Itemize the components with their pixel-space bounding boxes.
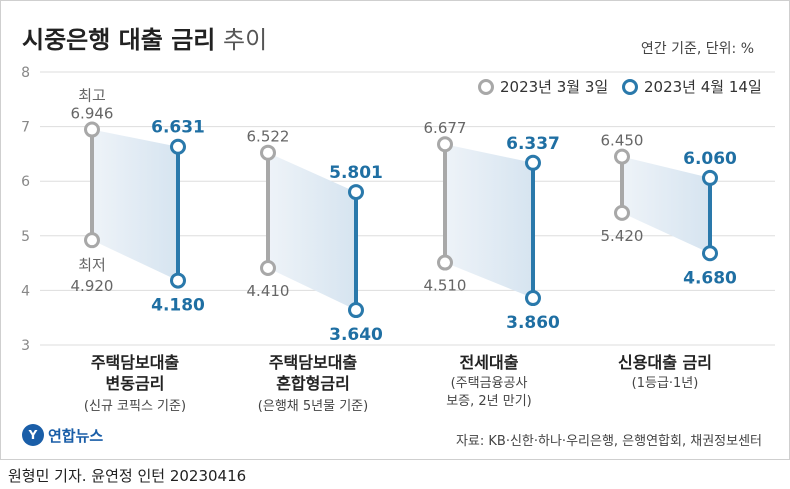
before-min-point [84, 232, 100, 249]
after-max-value: 6.631 [151, 118, 205, 138]
chart-title: 시중은행 대출 금리 [22, 26, 216, 54]
category-2-note2: 보증, 2년 만기) [446, 394, 532, 409]
before-max-value: 6.450 [601, 132, 644, 150]
category-1-line1: 주택담보대출 [268, 353, 358, 372]
min-label: 최저 [78, 256, 106, 274]
before-min-value: 4.510 [424, 277, 467, 295]
category-0-line2: 변동금리 [105, 374, 165, 393]
legend-label-after: 2023년 4월 14일 [644, 78, 762, 96]
after-max-point [170, 138, 186, 155]
category-1-line2: 혼합형금리 [276, 374, 350, 393]
max-label: 최고 [78, 87, 106, 105]
legend-item-after: 2023년 4월 14일 [622, 76, 762, 97]
before-max-value: 6.522 [247, 128, 290, 146]
category-1-note1: (은행채 5년물 기준) [257, 399, 369, 414]
category-label-2: 전세대출 [404, 352, 574, 373]
range-band [445, 144, 533, 299]
before-max-point [84, 121, 100, 138]
before-max-point [260, 144, 276, 161]
range-band [92, 129, 178, 281]
before-max-point [614, 148, 630, 165]
after-max-value: 5.801 [329, 163, 383, 183]
after-min-point [525, 290, 541, 307]
category-label-0: 주택담보대출 변동금리 [50, 352, 220, 394]
after-max-value: 6.337 [506, 134, 560, 154]
after-min-value: 3.640 [329, 325, 383, 345]
after-min-value: 4.680 [683, 268, 737, 288]
legend-label-before: 2023년 3월 3일 [500, 78, 609, 96]
after-min-value: 4.180 [151, 296, 205, 316]
before-min-value: 5.420 [601, 227, 644, 245]
category-note-1: (은행채 5년물 기준) [228, 398, 398, 416]
range-band [622, 156, 710, 254]
category-0-line1: 주택담보대출 [90, 353, 180, 372]
category-label-3: 신용대출 금리 [580, 352, 750, 373]
range-band [268, 152, 356, 311]
legend-marker-after [622, 78, 638, 95]
category-note-0: (신규 코픽스 기준) [50, 398, 220, 416]
after-max-point [702, 169, 718, 186]
y-tick-label: 8 [21, 65, 30, 81]
logo-mark-icon: Y [22, 424, 44, 446]
after-max-point [348, 184, 364, 201]
y-tick-label: 3 [21, 338, 30, 354]
y-tick-label: 7 [21, 120, 30, 136]
before-min-point [260, 260, 276, 277]
after-min-point [348, 302, 364, 319]
category-3-note1: (1등급·1년) [631, 376, 699, 391]
credit-line: 원형민 기자. 윤연정 인턴 20230416 [8, 467, 247, 485]
after-min-value: 3.860 [506, 313, 560, 333]
category-2-note1: (주택금융공사 [450, 376, 528, 391]
source-note: 자료: KB·신한·하나·우리은행, 은행연합회, 채권정보센터 [455, 434, 762, 449]
after-max-point [525, 154, 541, 171]
before-max-value: 6.946 [71, 105, 114, 123]
before-max-value: 6.677 [424, 119, 467, 137]
after-min-point [702, 245, 718, 262]
before-min-value: 4.410 [247, 282, 290, 300]
category-0-note1: (신규 코픽스 기준) [83, 399, 187, 414]
category-2-line1: 전세대출 [459, 353, 519, 372]
before-min-point [614, 204, 630, 221]
chart-subtitle: 추이 [223, 26, 268, 54]
before-min-point [437, 254, 453, 271]
category-note-3: (1등급·1년) [580, 375, 750, 393]
legend-item-before: 2023년 3월 3일 [478, 76, 608, 97]
y-tick-label: 5 [21, 229, 30, 245]
y-tick-label: 4 [21, 283, 30, 299]
legend-marker-before [478, 78, 494, 95]
category-note-2: (주택금융공사 보증, 2년 만기) [404, 375, 574, 411]
yonhap-logo: Y 연합뉴스 [22, 424, 103, 446]
category-3-line1: 신용대출 금리 [618, 353, 712, 372]
before-min-value: 4.920 [71, 277, 114, 295]
category-label-1: 주택담보대출 혼합형금리 [228, 352, 398, 394]
y-tick-label: 6 [21, 174, 30, 190]
logo-text: 연합뉴스 [48, 426, 104, 445]
before-max-point [437, 136, 453, 153]
after-min-point [170, 272, 186, 289]
unit-label: 연간 기준, 단위: % [640, 41, 754, 57]
after-max-value: 6.060 [683, 149, 737, 169]
